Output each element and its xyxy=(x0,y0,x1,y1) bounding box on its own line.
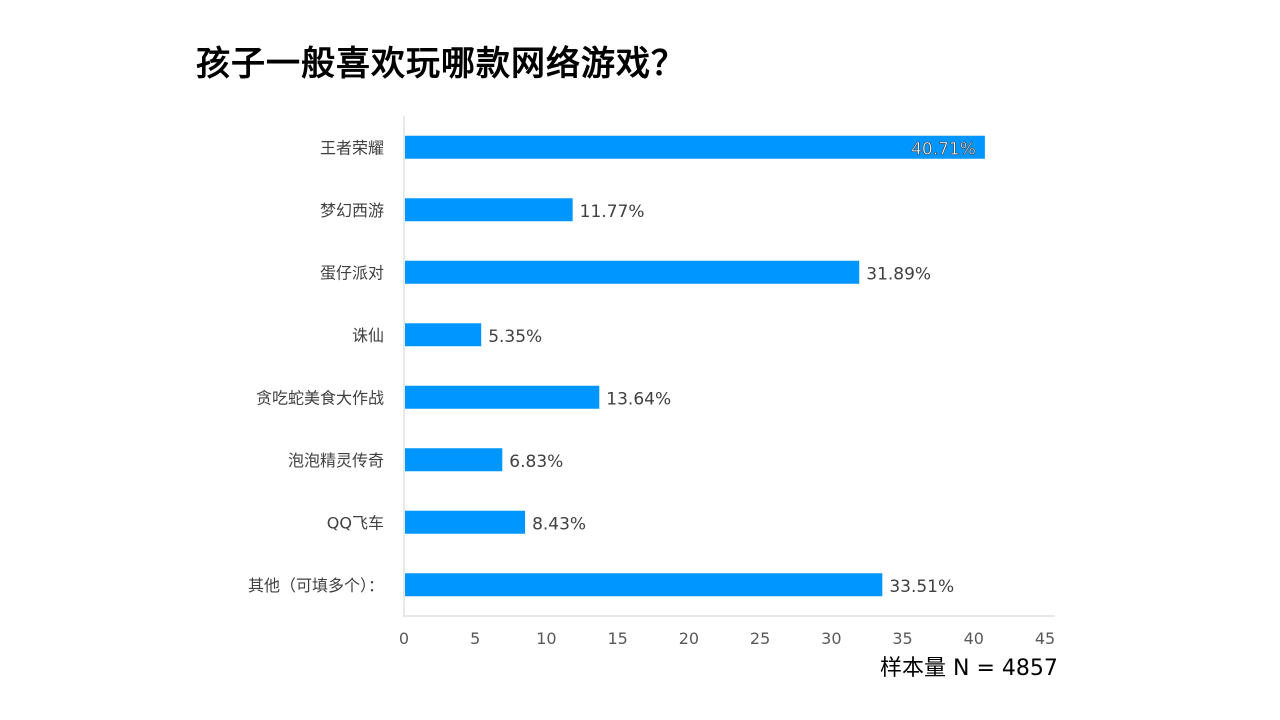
category-label: 贪吃蛇美食大作战 xyxy=(256,388,384,407)
bar xyxy=(405,198,573,222)
x-tick-label: 40 xyxy=(964,629,984,648)
bar xyxy=(405,510,526,534)
bar xyxy=(405,323,482,347)
x-tick-label: 45 xyxy=(1035,629,1055,648)
x-tick-label: 10 xyxy=(536,629,556,648)
x-tick-label: 15 xyxy=(607,629,627,648)
x-tick-label: 5 xyxy=(470,629,480,648)
category-label: 王者荣耀 xyxy=(320,138,384,157)
x-tick-label: 30 xyxy=(821,629,841,648)
bars-layer: 40.71% 11.77% 31.89% 5.35% 13.64% 6.83% 8.43% 3… xyxy=(405,135,985,597)
bar xyxy=(405,448,503,472)
x-tick-label: 0 xyxy=(399,629,409,648)
category-label: 梦幻西游 xyxy=(320,201,384,220)
category-label: 其他（可填多个）： xyxy=(248,576,384,595)
value-label: 5.35% xyxy=(488,327,542,347)
category-label: 泡泡精灵传奇 xyxy=(288,451,384,470)
value-label: 13.64% xyxy=(606,389,671,409)
bar xyxy=(405,385,600,409)
value-label: 8.43% xyxy=(532,514,586,534)
category-label: QQ飞车 xyxy=(327,513,384,532)
value-label: 33.51% xyxy=(889,577,954,597)
bar xyxy=(405,135,985,159)
category-label: 诛仙 xyxy=(352,326,384,345)
category-label: 蛋仔派对 xyxy=(320,263,384,282)
value-label: 11.77% xyxy=(580,202,645,222)
x-tick-label: 25 xyxy=(750,629,770,648)
sample-size-note: 样本量 N = 4857 xyxy=(880,656,1058,681)
bar xyxy=(405,260,860,284)
x-tick-label: 35 xyxy=(892,629,912,648)
bar xyxy=(405,573,883,597)
value-label: 31.89% xyxy=(866,264,931,284)
chart-title: 孩子一般喜欢玩哪款网络游戏？ xyxy=(196,44,686,84)
axis-layer: 0 5 10 15 20 25 30 35 40 45 王者荣耀梦幻西游蛋仔派对诛仙贪吃蛇美食大作战… xyxy=(248,116,1055,648)
x-tick-label: 20 xyxy=(679,629,699,648)
value-label: 6.83% xyxy=(509,452,563,472)
value-label: 40.71% xyxy=(911,139,976,159)
